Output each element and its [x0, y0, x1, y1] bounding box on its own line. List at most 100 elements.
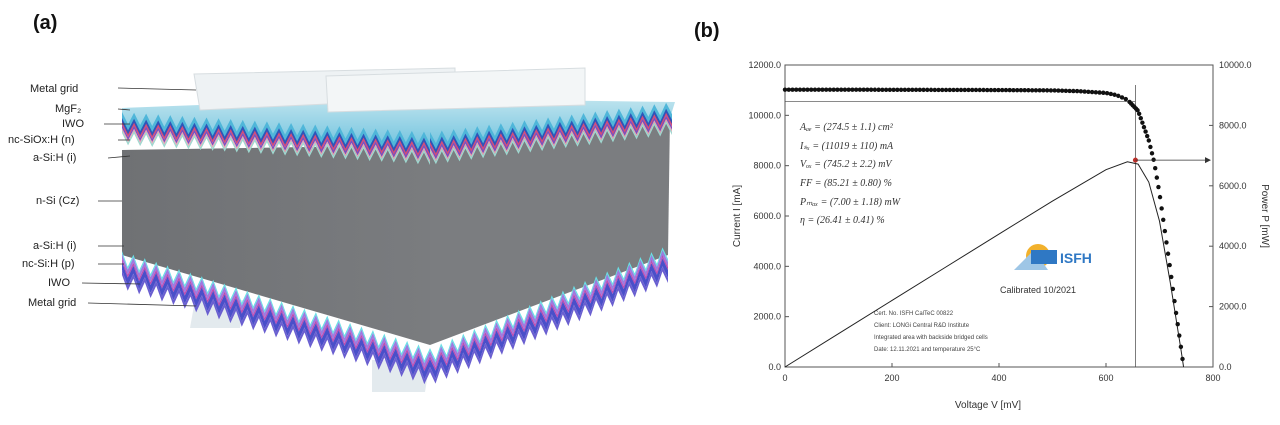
iv-point	[820, 87, 825, 92]
param-area: Aₐₑ = (274.5 ± 1.1) cm²	[799, 122, 894, 133]
iv-point	[1093, 90, 1099, 95]
iv-point	[973, 87, 979, 93]
iv-point	[1108, 91, 1114, 97]
layer-band	[122, 122, 430, 157]
iv-point	[1167, 262, 1172, 268]
iv-point	[985, 87, 990, 93]
layer-band	[430, 258, 668, 379]
panel-b-label: (b)	[694, 20, 720, 42]
iv-point	[887, 87, 893, 92]
iv-point	[1014, 87, 1020, 93]
param-isc: Iₛₓ = (11019 ± 110) mA	[799, 141, 894, 152]
iv-point	[1156, 184, 1161, 190]
iv-point	[790, 87, 795, 92]
layer-band	[430, 112, 672, 157]
y-tick-label: 10000.0	[748, 110, 781, 120]
iv-point	[1159, 206, 1164, 211]
iv-point	[996, 87, 1001, 93]
iv-point	[940, 87, 945, 93]
iv-point	[872, 87, 878, 92]
layer-band	[430, 108, 672, 155]
layer-band	[430, 120, 672, 165]
iv-point	[1172, 298, 1177, 304]
layer-band	[430, 255, 668, 371]
iv-point	[827, 87, 833, 92]
iv-point	[902, 87, 908, 93]
bottom-layer-stack	[122, 247, 668, 385]
iv-point	[1033, 88, 1039, 93]
param-eta: η = (26.41 ± 0.41) %	[800, 215, 885, 226]
panel-a-label: (a)	[33, 12, 58, 34]
pv-curve	[784, 161, 1185, 368]
cert-note: Client: LONGi Central R&D Institute	[874, 323, 970, 329]
iv-point	[1078, 89, 1084, 94]
iv-point	[1007, 87, 1012, 93]
y-axis-title-right: Power P [mW]	[1259, 184, 1270, 248]
layer-band	[430, 102, 672, 151]
layer-labels: Metal grid MgF₂ IWO nc-SiOx:H (n) a-Si:H…	[8, 83, 84, 309]
y-tick-label: 4000.0	[753, 261, 781, 271]
layer-band	[430, 115, 672, 160]
y-axis-title: Current I [mA]	[732, 185, 743, 247]
iv-point	[1140, 120, 1145, 125]
iv-point	[801, 87, 806, 92]
iv-chart: 0.02000.04000.06000.08000.010000.012000.…	[732, 60, 1270, 411]
iv-point	[988, 87, 994, 93]
iv-point	[895, 87, 900, 93]
iv-point	[1154, 175, 1160, 180]
layer-band	[430, 118, 672, 162]
y-tick-label-right: 0.0	[1219, 362, 1232, 372]
iv-point	[1116, 93, 1121, 99]
iv-point	[928, 87, 934, 93]
iv-point	[1071, 88, 1076, 94]
layer-band	[430, 250, 668, 368]
iv-point	[917, 87, 923, 93]
iv-point	[865, 87, 870, 92]
calibrated-text: Calibrated 10/2021	[1000, 285, 1076, 295]
iv-point	[977, 87, 982, 93]
iv-point	[868, 87, 874, 92]
iv-point	[921, 87, 926, 93]
iv-point	[876, 87, 881, 92]
iv-point	[1177, 333, 1182, 338]
y-tick-label-right: 8000.0	[1219, 120, 1247, 130]
series-layer	[782, 85, 1211, 368]
iv-point	[838, 87, 844, 92]
iv-point	[898, 87, 904, 93]
leader-lines	[81, 87, 197, 307]
layer-band	[122, 125, 430, 160]
iv-point	[1067, 88, 1072, 94]
iv-point	[1059, 88, 1065, 93]
iv-point	[1143, 129, 1148, 134]
x-tick-label: 200	[884, 373, 899, 383]
cert-note: Cert. No. ISFH CalTeC 00822	[874, 311, 954, 317]
layer-band	[122, 112, 430, 151]
iv-point	[962, 87, 967, 93]
iv-point	[880, 87, 885, 92]
y-ticks-right: 0.0 2000.0 4000.0 6000.0 8000.0 10000.0	[1209, 60, 1252, 372]
iv-point	[955, 87, 960, 93]
iv-point	[1157, 194, 1163, 200]
iv-point	[823, 87, 829, 92]
iv-point	[1162, 228, 1168, 234]
param-pmax: Pₘₐₓ = (7.00 ± 1.18) mW	[799, 197, 902, 208]
iv-point	[1037, 88, 1042, 93]
parameter-block: Aₐₑ = (274.5 ± 1.1) cm² Iₛₓ = (11019 ± 1…	[799, 122, 902, 226]
iv-point	[1164, 240, 1169, 245]
label-asih-i-bottom: a-Si:H (i)	[33, 240, 76, 252]
iv-point	[1151, 157, 1156, 162]
silicon-wafer-side	[430, 115, 670, 345]
iv-point	[1149, 151, 1155, 156]
iv-point	[1022, 88, 1027, 93]
iv-point	[1170, 286, 1176, 292]
iv-point	[1063, 88, 1069, 93]
iv-point	[1003, 87, 1009, 93]
iv-point	[835, 87, 840, 92]
iv-point	[853, 87, 859, 92]
layer-band	[122, 118, 430, 155]
y-tick-label-right: 2000.0	[1219, 302, 1247, 312]
y-tick-label: 12000.0	[748, 60, 781, 70]
cert-note: Integrated area with backside bridged ce…	[874, 335, 988, 341]
iv-point	[1029, 88, 1035, 93]
iv-point	[1123, 96, 1128, 102]
